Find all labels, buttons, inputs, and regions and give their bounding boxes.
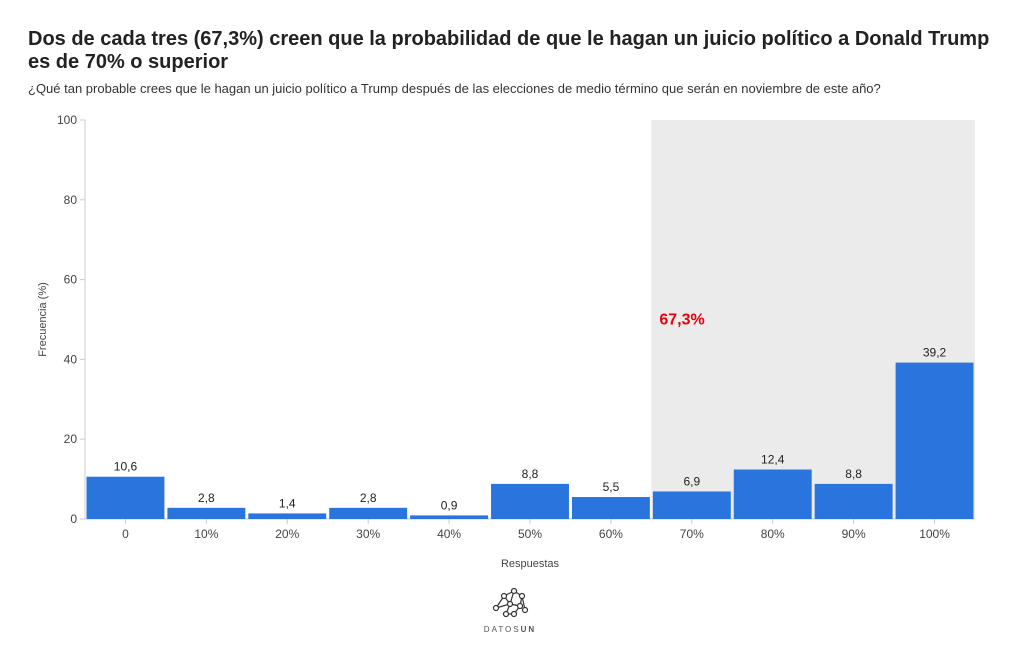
chart-subtitle: ¿Qué tan probable crees que le hagan un … [28,81,881,96]
bar-30% [329,507,408,519]
bar-value-label: 8,8 [522,467,539,481]
x-axis-title: Respuestas [501,558,560,570]
bar-value-label: 2,8 [198,491,215,505]
network-logo-icon [492,587,529,618]
bar-40% [410,515,489,519]
bar-20% [248,513,327,519]
bar-value-label: 8,8 [845,467,862,481]
bar-90% [814,483,893,519]
bar-70% [652,491,731,519]
bar-10% [167,507,246,519]
y-tick-label: 0 [70,512,77,526]
bar-80% [733,469,812,519]
logo-text-bold: UN [520,625,537,634]
y-axis-title: Frecuencia (%) [37,282,49,357]
x-tick-label: 70% [680,527,704,541]
x-tick-label: 10% [194,527,218,541]
bar-value-label: 12,4 [761,453,785,467]
y-tick-label: 20 [64,432,78,446]
bar-0 [86,476,165,519]
bar-value-label: 5,5 [603,480,620,494]
bar-value-label: 2,8 [360,491,377,505]
x-tick-label: 60% [599,527,623,541]
y-tick-label: 80 [64,193,78,207]
x-tick-label: 80% [761,527,785,541]
y-tick-label: 40 [64,352,78,366]
x-tick-label: 100% [919,527,950,541]
y-tick-label: 100 [57,113,77,127]
y-tick-label: 60 [64,273,78,287]
x-tick-label: 90% [842,527,866,541]
bar-60% [571,497,650,519]
bar-50% [491,483,569,519]
x-tick-label: 20% [275,527,299,541]
x-tick-label: 30% [356,527,380,541]
x-tick-label: 50% [518,527,542,541]
bar-value-label: 10,6 [114,460,138,474]
x-tick-label: 40% [437,527,461,541]
bar-value-label: 0,9 [441,498,458,512]
bar-value-label: 39,2 [923,346,947,360]
bar-value-label: 6,9 [683,474,700,488]
bar-value-label: 1,4 [279,496,296,510]
x-tick-label: 0 [122,527,129,541]
highlight-label: 67,3% [659,312,704,329]
logo-text-light: DATOS [483,625,521,634]
datosun-logo: DATOSUN [470,586,550,634]
bar-100% [895,362,974,519]
chart-title: Dos de cada tres (67,3%) creen que la pr… [28,28,990,73]
